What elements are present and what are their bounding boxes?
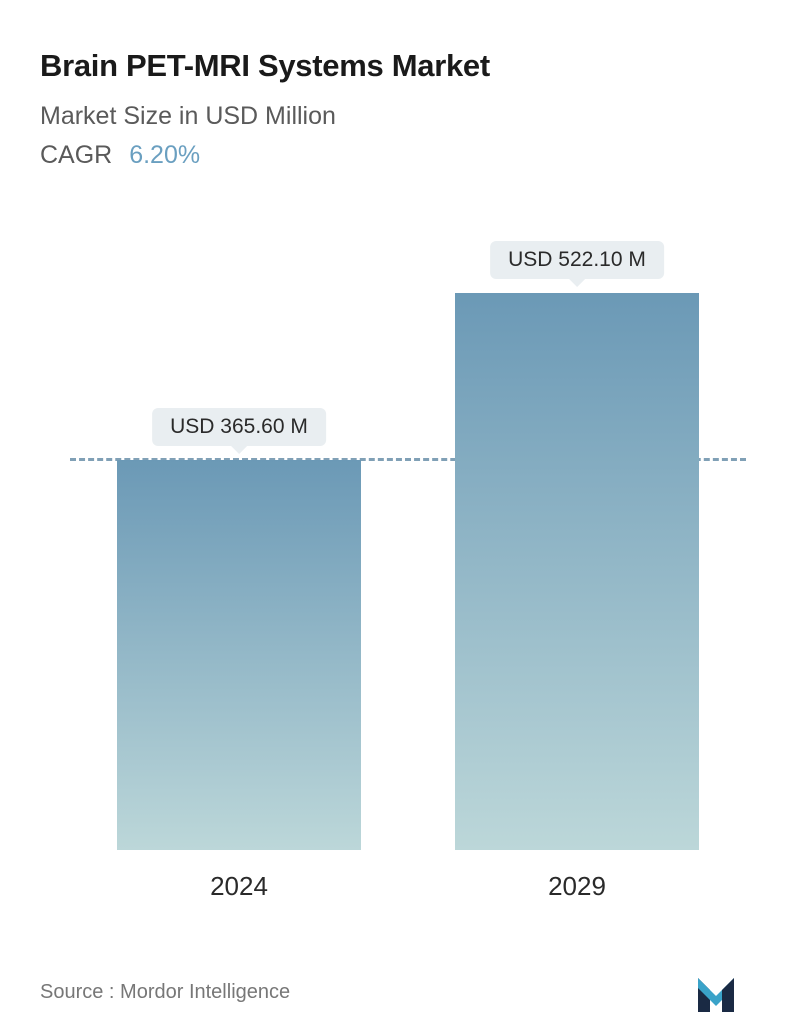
footer: Source : Mordor Intelligence <box>40 972 756 1012</box>
value-pill: USD 365.60 M <box>152 408 326 446</box>
cagr-row: CAGR 6.20% <box>40 141 756 170</box>
chart-card: Brain PET-MRI Systems Market Market Size… <box>0 0 796 1034</box>
mordor-logo-icon <box>694 972 756 1012</box>
value-pill: USD 522.10 M <box>490 241 664 279</box>
x-axis-label: 2029 <box>548 871 606 902</box>
bar <box>455 293 698 850</box>
bar <box>117 460 360 850</box>
chart-plot: USD 365.60 M2024USD 522.10 M2029 <box>70 210 746 850</box>
cagr-label: CAGR <box>40 141 112 169</box>
chart-title: Brain PET-MRI Systems Market <box>40 48 756 84</box>
cagr-value: 6.20% <box>129 141 200 169</box>
x-axis-label: 2024 <box>210 871 268 902</box>
chart-area: USD 365.60 M 2024 USD 522.10 M 2029 <box>40 210 756 1004</box>
source-text: Source : Mordor Intelligence <box>40 981 290 1004</box>
chart-subtitle: Market Size in USD Million <box>40 102 756 131</box>
